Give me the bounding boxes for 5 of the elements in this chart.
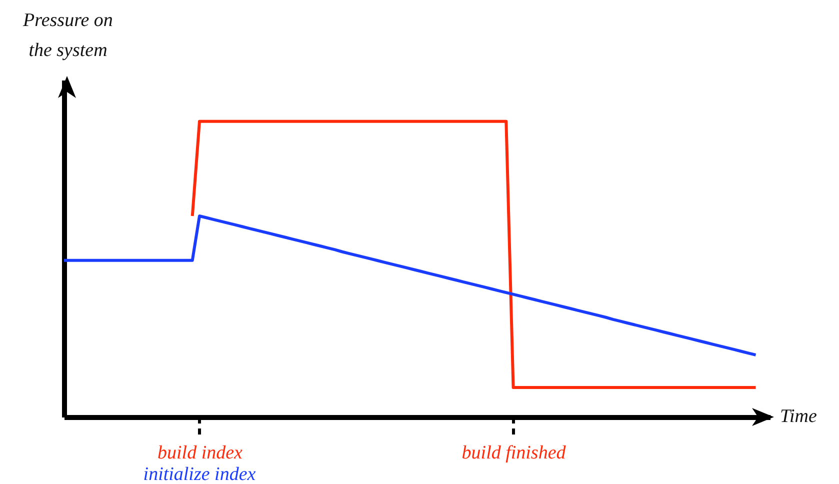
- y-axis-title: Pressure on the system: [22, 9, 114, 63]
- x-tick-label: build finished: [462, 442, 566, 464]
- x-axis-title: Time: [780, 405, 817, 429]
- text: initialize index: [143, 464, 256, 484]
- x-tick-label: build index: [158, 442, 244, 464]
